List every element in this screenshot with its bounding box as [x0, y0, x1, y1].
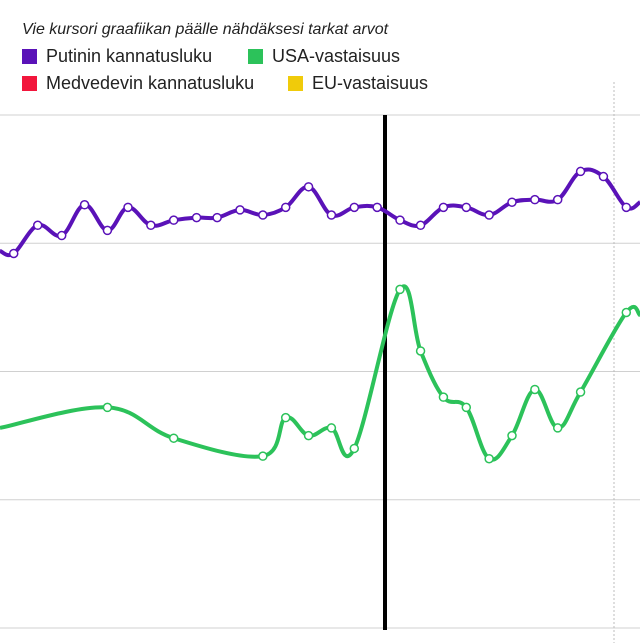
series-layer [0, 166, 640, 464]
data-point[interactable] [349, 443, 360, 454]
legend-swatch [288, 76, 303, 91]
data-point[interactable] [415, 346, 426, 356]
legend-swatch [22, 76, 37, 91]
data-point[interactable] [326, 423, 337, 433]
data-point[interactable] [395, 215, 405, 225]
data-point[interactable] [168, 215, 179, 225]
data-point[interactable] [575, 166, 586, 177]
data-point[interactable] [484, 210, 494, 220]
data-point[interactable] [258, 210, 268, 220]
data-point[interactable] [79, 200, 90, 210]
data-point[interactable] [621, 202, 632, 213]
data-point[interactable] [507, 197, 517, 207]
series-line-0 [0, 167, 640, 258]
data-point[interactable] [168, 433, 179, 443]
data-point[interactable] [280, 202, 291, 213]
data-point[interactable] [552, 194, 563, 205]
data-point[interactable] [575, 387, 586, 397]
data-point[interactable] [102, 402, 113, 413]
data-point[interactable] [461, 402, 472, 413]
data-point[interactable] [395, 284, 405, 295]
data-point[interactable] [461, 202, 472, 213]
data-point[interactable] [349, 202, 360, 213]
data-point[interactable] [32, 220, 43, 231]
data-point[interactable] [438, 202, 449, 213]
legend-item-putin[interactable]: Putinin kannatusluku [22, 46, 212, 67]
data-point[interactable] [598, 171, 609, 182]
legend-label: Medvedevin kannatusluku [46, 73, 255, 93]
data-point[interactable] [326, 210, 337, 220]
legend-label: Putinin kannatusluku [46, 46, 213, 66]
data-point[interactable] [235, 205, 245, 215]
data-point[interactable] [530, 384, 540, 395]
data-point[interactable] [303, 182, 314, 192]
legend-label: USA-vastaisuus [272, 46, 401, 66]
legend-swatch [22, 49, 37, 64]
data-point[interactable] [484, 453, 494, 464]
legend-item-usa[interactable]: USA-vastaisuus [248, 46, 400, 67]
data-point[interactable] [303, 430, 314, 441]
grid [0, 114, 640, 629]
legend-item-medvedev[interactable]: Medvedevin kannatusluku [22, 73, 254, 94]
data-point[interactable] [530, 194, 540, 205]
series-line-1 [0, 284, 640, 462]
data-point[interactable] [8, 248, 19, 259]
legend-label: EU-vastaisuus [312, 73, 429, 93]
data-point[interactable] [621, 307, 632, 318]
data-point[interactable] [372, 202, 382, 213]
data-point[interactable] [212, 212, 222, 223]
data-point[interactable] [415, 220, 426, 231]
data-point[interactable] [258, 451, 268, 461]
hover-hint: Vie kursori graafiikan päälle nähdäksesi… [22, 21, 389, 38]
data-point[interactable] [102, 225, 113, 236]
data-point[interactable] [191, 212, 202, 223]
data-point[interactable] [552, 423, 563, 433]
data-point[interactable] [280, 412, 291, 423]
data-point[interactable] [507, 430, 517, 441]
data-point[interactable] [438, 392, 449, 402]
data-point[interactable] [146, 220, 156, 231]
data-point[interactable] [56, 230, 67, 241]
data-point[interactable] [123, 202, 133, 213]
legend-item-eu[interactable]: EU-vastaisuus [288, 73, 428, 94]
legend-swatch [248, 49, 263, 64]
